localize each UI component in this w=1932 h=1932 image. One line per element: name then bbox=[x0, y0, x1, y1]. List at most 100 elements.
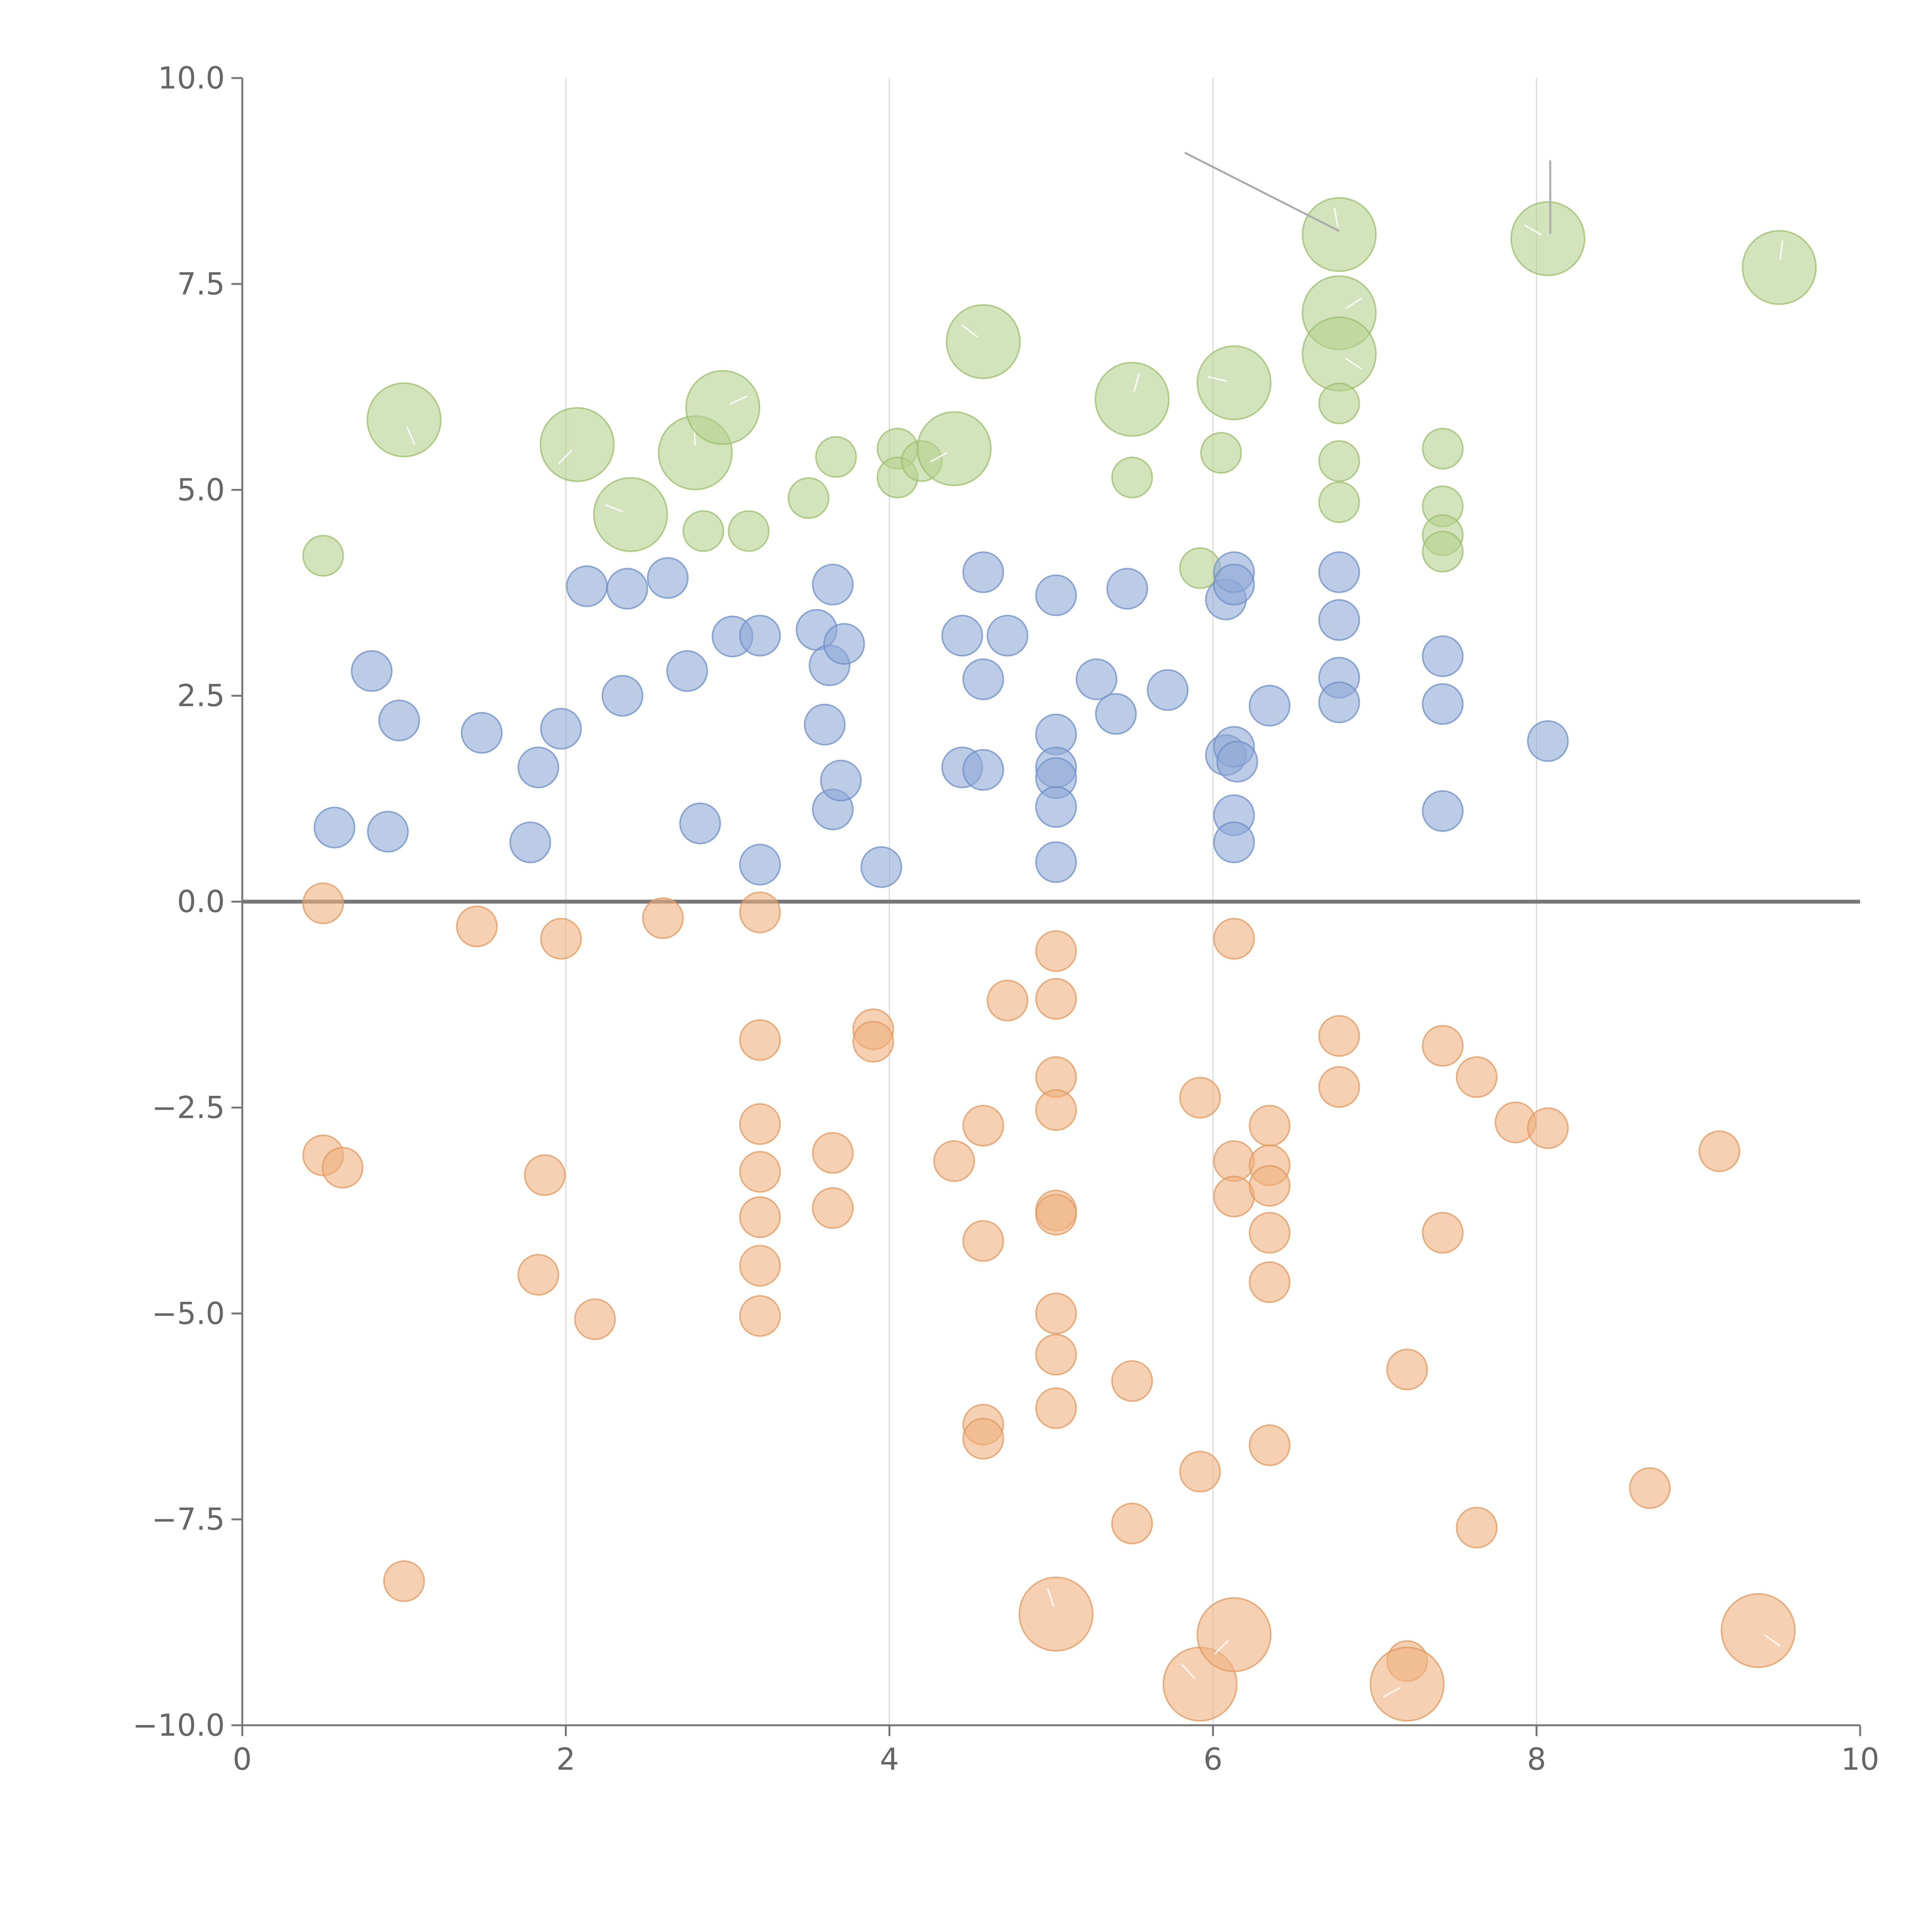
orange-point bbox=[933, 1140, 975, 1182]
green-point bbox=[539, 407, 615, 482]
orange-point bbox=[302, 882, 344, 924]
orange-point bbox=[1248, 1261, 1291, 1303]
orange-point bbox=[1386, 1349, 1428, 1391]
green-point bbox=[593, 477, 668, 552]
blue-point bbox=[540, 707, 582, 750]
blue-point bbox=[313, 806, 355, 849]
green-point-mark bbox=[1333, 207, 1339, 227]
green-point-mark bbox=[961, 324, 978, 338]
green-point bbox=[1301, 316, 1377, 392]
orange-point bbox=[739, 1019, 781, 1061]
green-point-mark bbox=[729, 395, 748, 405]
blue-point bbox=[601, 675, 643, 717]
orange-point bbox=[1179, 1451, 1221, 1493]
orange-point-mark bbox=[1214, 1639, 1229, 1655]
orange-point bbox=[1369, 1646, 1445, 1722]
blue-point bbox=[350, 650, 393, 692]
orange-point bbox=[1248, 1424, 1291, 1466]
y-tick-label: −7.5 bbox=[152, 1502, 225, 1537]
green-point bbox=[1200, 432, 1242, 474]
blue-point bbox=[566, 565, 608, 607]
orange-point bbox=[739, 1245, 781, 1287]
green-point-mark bbox=[1345, 297, 1362, 310]
orange-point bbox=[1318, 1015, 1360, 1057]
orange-point bbox=[642, 897, 684, 939]
x-tick-label: 10 bbox=[1841, 1742, 1879, 1777]
orange-point bbox=[574, 1298, 616, 1340]
green-point bbox=[1196, 345, 1272, 420]
orange-point bbox=[1213, 1140, 1255, 1182]
orange-point bbox=[986, 980, 1029, 1022]
orange-point bbox=[1035, 978, 1077, 1020]
orange-point bbox=[812, 1187, 854, 1229]
orange-point bbox=[1035, 930, 1077, 972]
orange-point bbox=[739, 1295, 781, 1337]
orange-point bbox=[517, 1254, 560, 1296]
orange-point bbox=[1035, 1089, 1077, 1131]
green-point bbox=[815, 436, 857, 478]
data-points bbox=[302, 197, 1817, 1722]
orange-point bbox=[1456, 1056, 1498, 1098]
blue-point bbox=[1213, 563, 1255, 605]
x-tick-label: 0 bbox=[233, 1742, 252, 1777]
leader-line bbox=[1184, 151, 1340, 232]
blue-point bbox=[1422, 683, 1464, 725]
blue-point bbox=[1318, 599, 1360, 641]
annotation-leaders bbox=[1184, 151, 1551, 234]
green-point bbox=[1318, 440, 1360, 482]
blue-point bbox=[1035, 841, 1077, 883]
orange-point bbox=[321, 1146, 364, 1189]
blue-point bbox=[962, 658, 1004, 700]
blue-point bbox=[1248, 685, 1291, 727]
green-point-mark bbox=[1207, 376, 1227, 382]
orange-point bbox=[852, 1020, 894, 1063]
blue-point bbox=[823, 623, 865, 665]
orange-point bbox=[1422, 1025, 1464, 1067]
y-tick-label: 5.0 bbox=[177, 473, 225, 508]
green-point bbox=[728, 510, 770, 552]
blue-point bbox=[804, 704, 846, 746]
blue-point bbox=[1318, 551, 1360, 593]
blue-point bbox=[647, 557, 689, 599]
orange-point bbox=[962, 1418, 1004, 1460]
orange-point bbox=[1196, 1597, 1272, 1672]
orange-point bbox=[524, 1154, 566, 1196]
green-point-mark bbox=[605, 504, 624, 513]
blue-point bbox=[1075, 658, 1117, 700]
blue-point bbox=[666, 650, 708, 692]
blue-point bbox=[739, 844, 781, 886]
orange-point bbox=[1213, 1175, 1255, 1218]
green-point bbox=[1318, 382, 1360, 424]
orange-point bbox=[1248, 1212, 1291, 1254]
green-point bbox=[946, 304, 1021, 379]
green-point bbox=[1301, 197, 1377, 272]
orange-point bbox=[739, 1196, 781, 1238]
green-point-mark bbox=[1779, 240, 1784, 260]
orange-point bbox=[1111, 1360, 1153, 1402]
green-point-mark bbox=[1133, 373, 1140, 392]
y-tick-label: −10.0 bbox=[133, 1708, 225, 1743]
orange-point bbox=[456, 905, 498, 947]
green-point bbox=[302, 535, 344, 577]
orange-point bbox=[1179, 1077, 1221, 1119]
orange-point bbox=[812, 1132, 854, 1174]
orange-point bbox=[1035, 1333, 1077, 1376]
green-point bbox=[685, 370, 760, 445]
green-point bbox=[1111, 456, 1153, 498]
blue-point bbox=[461, 712, 503, 754]
y-tick-label: 7.5 bbox=[177, 267, 225, 302]
blue-point bbox=[962, 551, 1004, 593]
blue-point bbox=[1146, 669, 1189, 711]
orange-point bbox=[962, 1220, 1004, 1262]
orange-point-mark bbox=[1764, 1634, 1781, 1647]
orange-point bbox=[1035, 1293, 1077, 1335]
green-point-mark bbox=[406, 427, 415, 445]
blue-point bbox=[860, 846, 902, 888]
orange-point bbox=[739, 1103, 781, 1145]
orange-point bbox=[1213, 918, 1255, 960]
blue-point bbox=[1035, 786, 1077, 828]
orange-point bbox=[383, 1560, 425, 1602]
blue-point bbox=[1422, 790, 1464, 832]
x-tick-label: 6 bbox=[1203, 1742, 1223, 1777]
blue-point bbox=[941, 615, 983, 657]
